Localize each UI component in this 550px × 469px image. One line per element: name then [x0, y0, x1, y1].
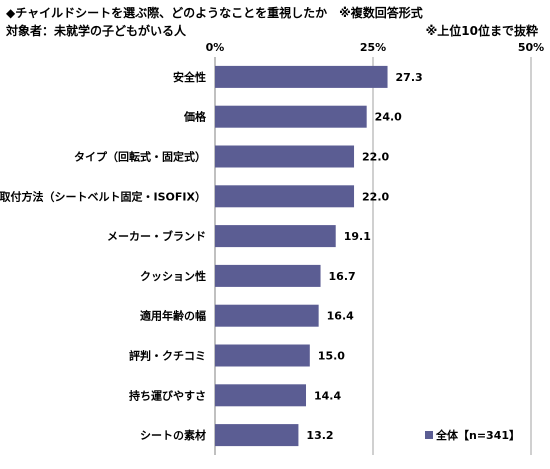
bar [215, 344, 310, 367]
data-label: 16.4 [327, 310, 354, 323]
bar [215, 264, 321, 287]
data-label: 24.0 [375, 111, 402, 124]
bar [215, 304, 319, 327]
category-label: メーカー・ブランド [107, 229, 206, 243]
category-label: 安全性 [173, 70, 206, 84]
category-label: 評判・クチコミ [129, 349, 206, 363]
x-tick-label: 0% [206, 41, 225, 54]
category-label: クッション性 [140, 269, 206, 283]
chart-note: ※上位10位まで抜粋 [425, 24, 538, 38]
bar [215, 145, 355, 168]
bar [215, 185, 355, 208]
category-label: タイプ（回転式・固定式） [74, 150, 206, 164]
data-label: 19.1 [344, 230, 371, 243]
category-label: 価格 [183, 110, 207, 124]
data-label: 15.0 [318, 350, 345, 363]
data-label: 22.0 [362, 151, 389, 164]
x-tick-label: 25% [360, 41, 386, 54]
x-tick-label: 50% [518, 41, 544, 54]
bar [215, 384, 307, 407]
data-label: 14.4 [314, 389, 341, 402]
chart-subtitle: 対象者：未就学の子どもがいる人 [6, 24, 187, 38]
data-label: 16.7 [329, 270, 356, 283]
legend: 全体【n=341】 [425, 427, 520, 443]
category-label: 持ち運びやすさ [129, 388, 206, 402]
chart-title: ◆チャイルドシートを選ぶ際、どのようなことを重視したか ※複数回答形式 [6, 6, 423, 20]
category-label: シートの素材 [140, 428, 206, 442]
data-label: 27.3 [396, 71, 423, 84]
bar [215, 424, 299, 447]
data-label: 13.2 [306, 429, 333, 442]
bar [215, 65, 388, 88]
data-label: 22.0 [362, 190, 389, 203]
legend-swatch [425, 431, 433, 439]
legend-label: 全体【n=341】 [436, 429, 521, 442]
bar [215, 225, 336, 248]
bar [215, 105, 367, 128]
category-label: 適用年齢の幅 [140, 309, 206, 323]
category-label: 取付方法（シートベルト固定・ISOFIX） [0, 189, 206, 203]
